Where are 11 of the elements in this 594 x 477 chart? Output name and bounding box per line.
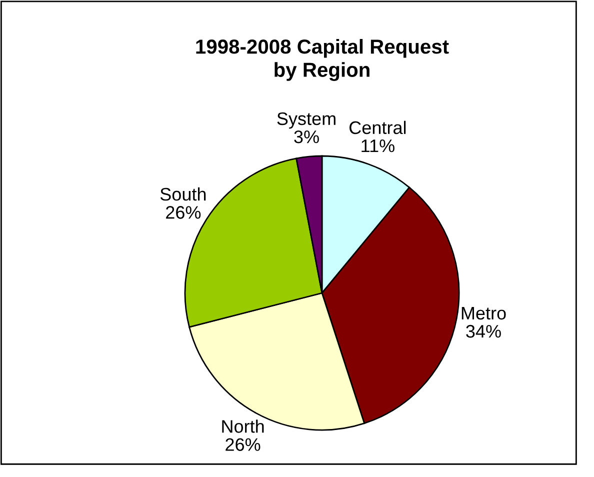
data-label: 26% [226,438,260,451]
data-label: 11% [362,140,394,152]
chart-title: 1998-2008 Capital Request by Region [196,38,449,82]
slice-label: South [160,187,206,201]
slice-label: Metro [462,306,506,320]
data-label: 26% [166,206,201,219]
slice-label: System [277,112,336,129]
slice-label: Central [350,120,406,134]
data-label: 34% [466,324,501,338]
data-label: 3% [294,130,319,144]
slice-label: North [222,420,264,433]
